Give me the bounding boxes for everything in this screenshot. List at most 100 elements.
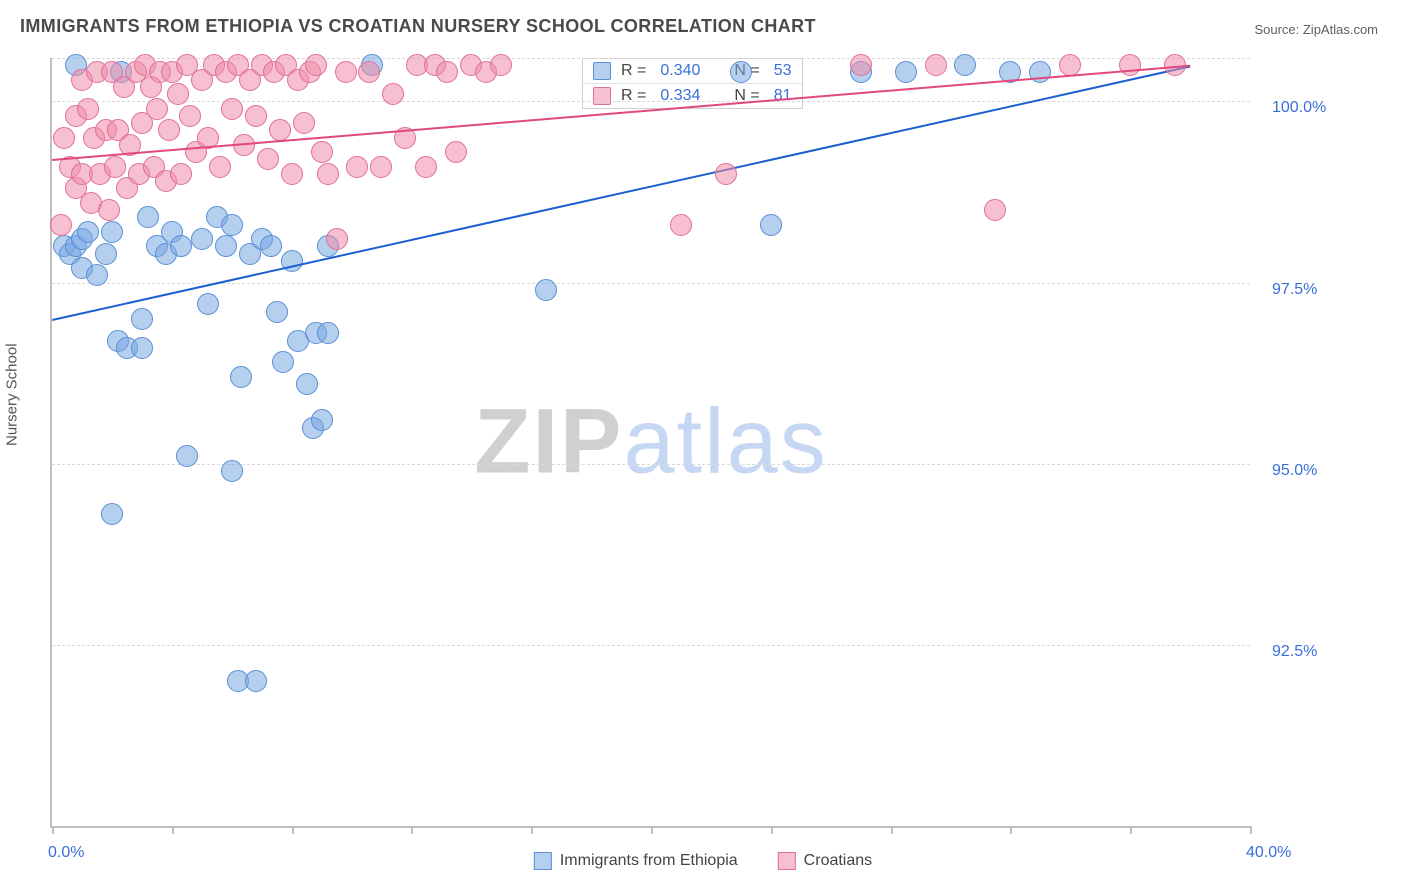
data-point-croatians: [358, 61, 380, 83]
data-point-ethiopia: [107, 330, 129, 352]
legend-r-value-ethiopia: 0.340: [656, 62, 700, 80]
correlation-legend-row: R = 0.334 N = 81: [583, 83, 802, 108]
data-point-ethiopia: [161, 221, 183, 243]
x-tick: [1010, 826, 1012, 834]
data-point-croatians: [155, 170, 177, 192]
gridline: [52, 645, 1250, 646]
x-tick: [651, 826, 653, 834]
x-tick: [891, 826, 893, 834]
data-point-ethiopia: [101, 503, 123, 525]
correlation-legend-row: R = 0.340 N = 53: [583, 59, 802, 83]
data-point-croatians: [131, 112, 153, 134]
data-point-ethiopia: [760, 214, 782, 236]
data-point-croatians: [179, 105, 201, 127]
data-point-ethiopia: [71, 228, 93, 250]
data-point-croatians: [191, 69, 213, 91]
legend-swatch-ethiopia: [593, 62, 611, 80]
data-point-croatians: [326, 228, 348, 250]
gridline: [52, 283, 1250, 284]
data-point-croatians: [263, 61, 285, 83]
data-point-croatians: [436, 61, 458, 83]
x-tick-label: 0.0%: [48, 844, 84, 862]
data-point-croatians: [71, 69, 93, 91]
data-point-croatians: [107, 119, 129, 141]
data-point-ethiopia: [251, 228, 273, 250]
data-point-croatians: [670, 214, 692, 236]
data-point-croatians: [149, 61, 171, 83]
legend-label: Immigrants from Ethiopia: [560, 852, 738, 870]
data-point-croatians: [257, 148, 279, 170]
y-tick-label: 97.5%: [1272, 281, 1317, 299]
legend-item: Croatians: [778, 852, 872, 870]
data-point-ethiopia: [215, 235, 237, 257]
data-point-ethiopia: [110, 61, 132, 83]
data-point-ethiopia: [895, 61, 917, 83]
watermark: ZIPatlas: [474, 390, 827, 495]
data-point-ethiopia: [170, 235, 192, 257]
data-point-ethiopia: [227, 670, 249, 692]
data-point-ethiopia: [197, 293, 219, 315]
data-point-ethiopia: [101, 221, 123, 243]
data-point-croatians: [346, 156, 368, 178]
data-point-ethiopia: [131, 337, 153, 359]
data-point-croatians: [281, 163, 303, 185]
data-point-ethiopia: [77, 221, 99, 243]
data-point-ethiopia: [206, 206, 228, 228]
data-point-ethiopia: [221, 214, 243, 236]
legend-r-prefix: R =: [621, 62, 646, 80]
data-point-ethiopia: [146, 235, 168, 257]
data-point-ethiopia: [245, 670, 267, 692]
data-point-croatians: [98, 199, 120, 221]
x-tick: [52, 826, 54, 834]
legend-n-prefix: N =: [734, 62, 759, 80]
data-point-croatians: [65, 177, 87, 199]
data-point-croatians: [71, 163, 93, 185]
data-point-ethiopia: [59, 243, 81, 265]
data-point-croatians: [65, 105, 87, 127]
data-point-ethiopia: [266, 301, 288, 323]
data-point-croatians: [317, 163, 339, 185]
chart-title: IMMIGRANTS FROM ETHIOPIA VS CROATIAN NUR…: [20, 16, 816, 37]
data-point-ethiopia: [137, 206, 159, 228]
data-point-ethiopia: [155, 243, 177, 265]
data-point-croatians: [984, 199, 1006, 221]
data-point-ethiopia: [116, 337, 138, 359]
legend-item: Immigrants from Ethiopia: [534, 852, 738, 870]
data-point-ethiopia: [71, 257, 93, 279]
data-point-croatians: [370, 156, 392, 178]
y-tick-label: 100.0%: [1272, 99, 1326, 117]
data-point-croatians: [170, 163, 192, 185]
data-point-ethiopia: [191, 228, 213, 250]
data-point-ethiopia: [317, 322, 339, 344]
gridline: [52, 58, 1250, 59]
data-point-croatians: [50, 214, 72, 236]
data-point-croatians: [245, 105, 267, 127]
data-point-ethiopia: [239, 243, 261, 265]
data-point-ethiopia: [230, 366, 252, 388]
y-tick-label: 92.5%: [1272, 643, 1317, 661]
data-point-ethiopia: [65, 235, 87, 257]
data-point-croatians: [101, 61, 123, 83]
data-point-croatians: [475, 61, 497, 83]
data-point-croatians: [128, 163, 150, 185]
y-tick-label: 95.0%: [1272, 462, 1317, 480]
data-point-croatians: [113, 76, 135, 98]
data-point-ethiopia: [95, 243, 117, 265]
gridline: [52, 464, 1250, 465]
data-point-croatians: [95, 119, 117, 141]
x-tick: [1250, 826, 1252, 834]
data-point-croatians: [293, 112, 315, 134]
data-point-croatians: [415, 156, 437, 178]
x-tick: [292, 826, 294, 834]
legend-n-value-ethiopia: 53: [770, 62, 792, 80]
data-point-ethiopia: [302, 417, 324, 439]
data-point-croatians: [299, 61, 321, 83]
data-point-croatians: [445, 141, 467, 163]
data-point-croatians: [335, 61, 357, 83]
data-point-croatians: [311, 141, 333, 163]
data-point-croatians: [287, 69, 309, 91]
data-point-croatians: [83, 127, 105, 149]
data-point-croatians: [53, 127, 75, 149]
data-point-ethiopia: [317, 235, 339, 257]
data-point-croatians: [86, 61, 108, 83]
